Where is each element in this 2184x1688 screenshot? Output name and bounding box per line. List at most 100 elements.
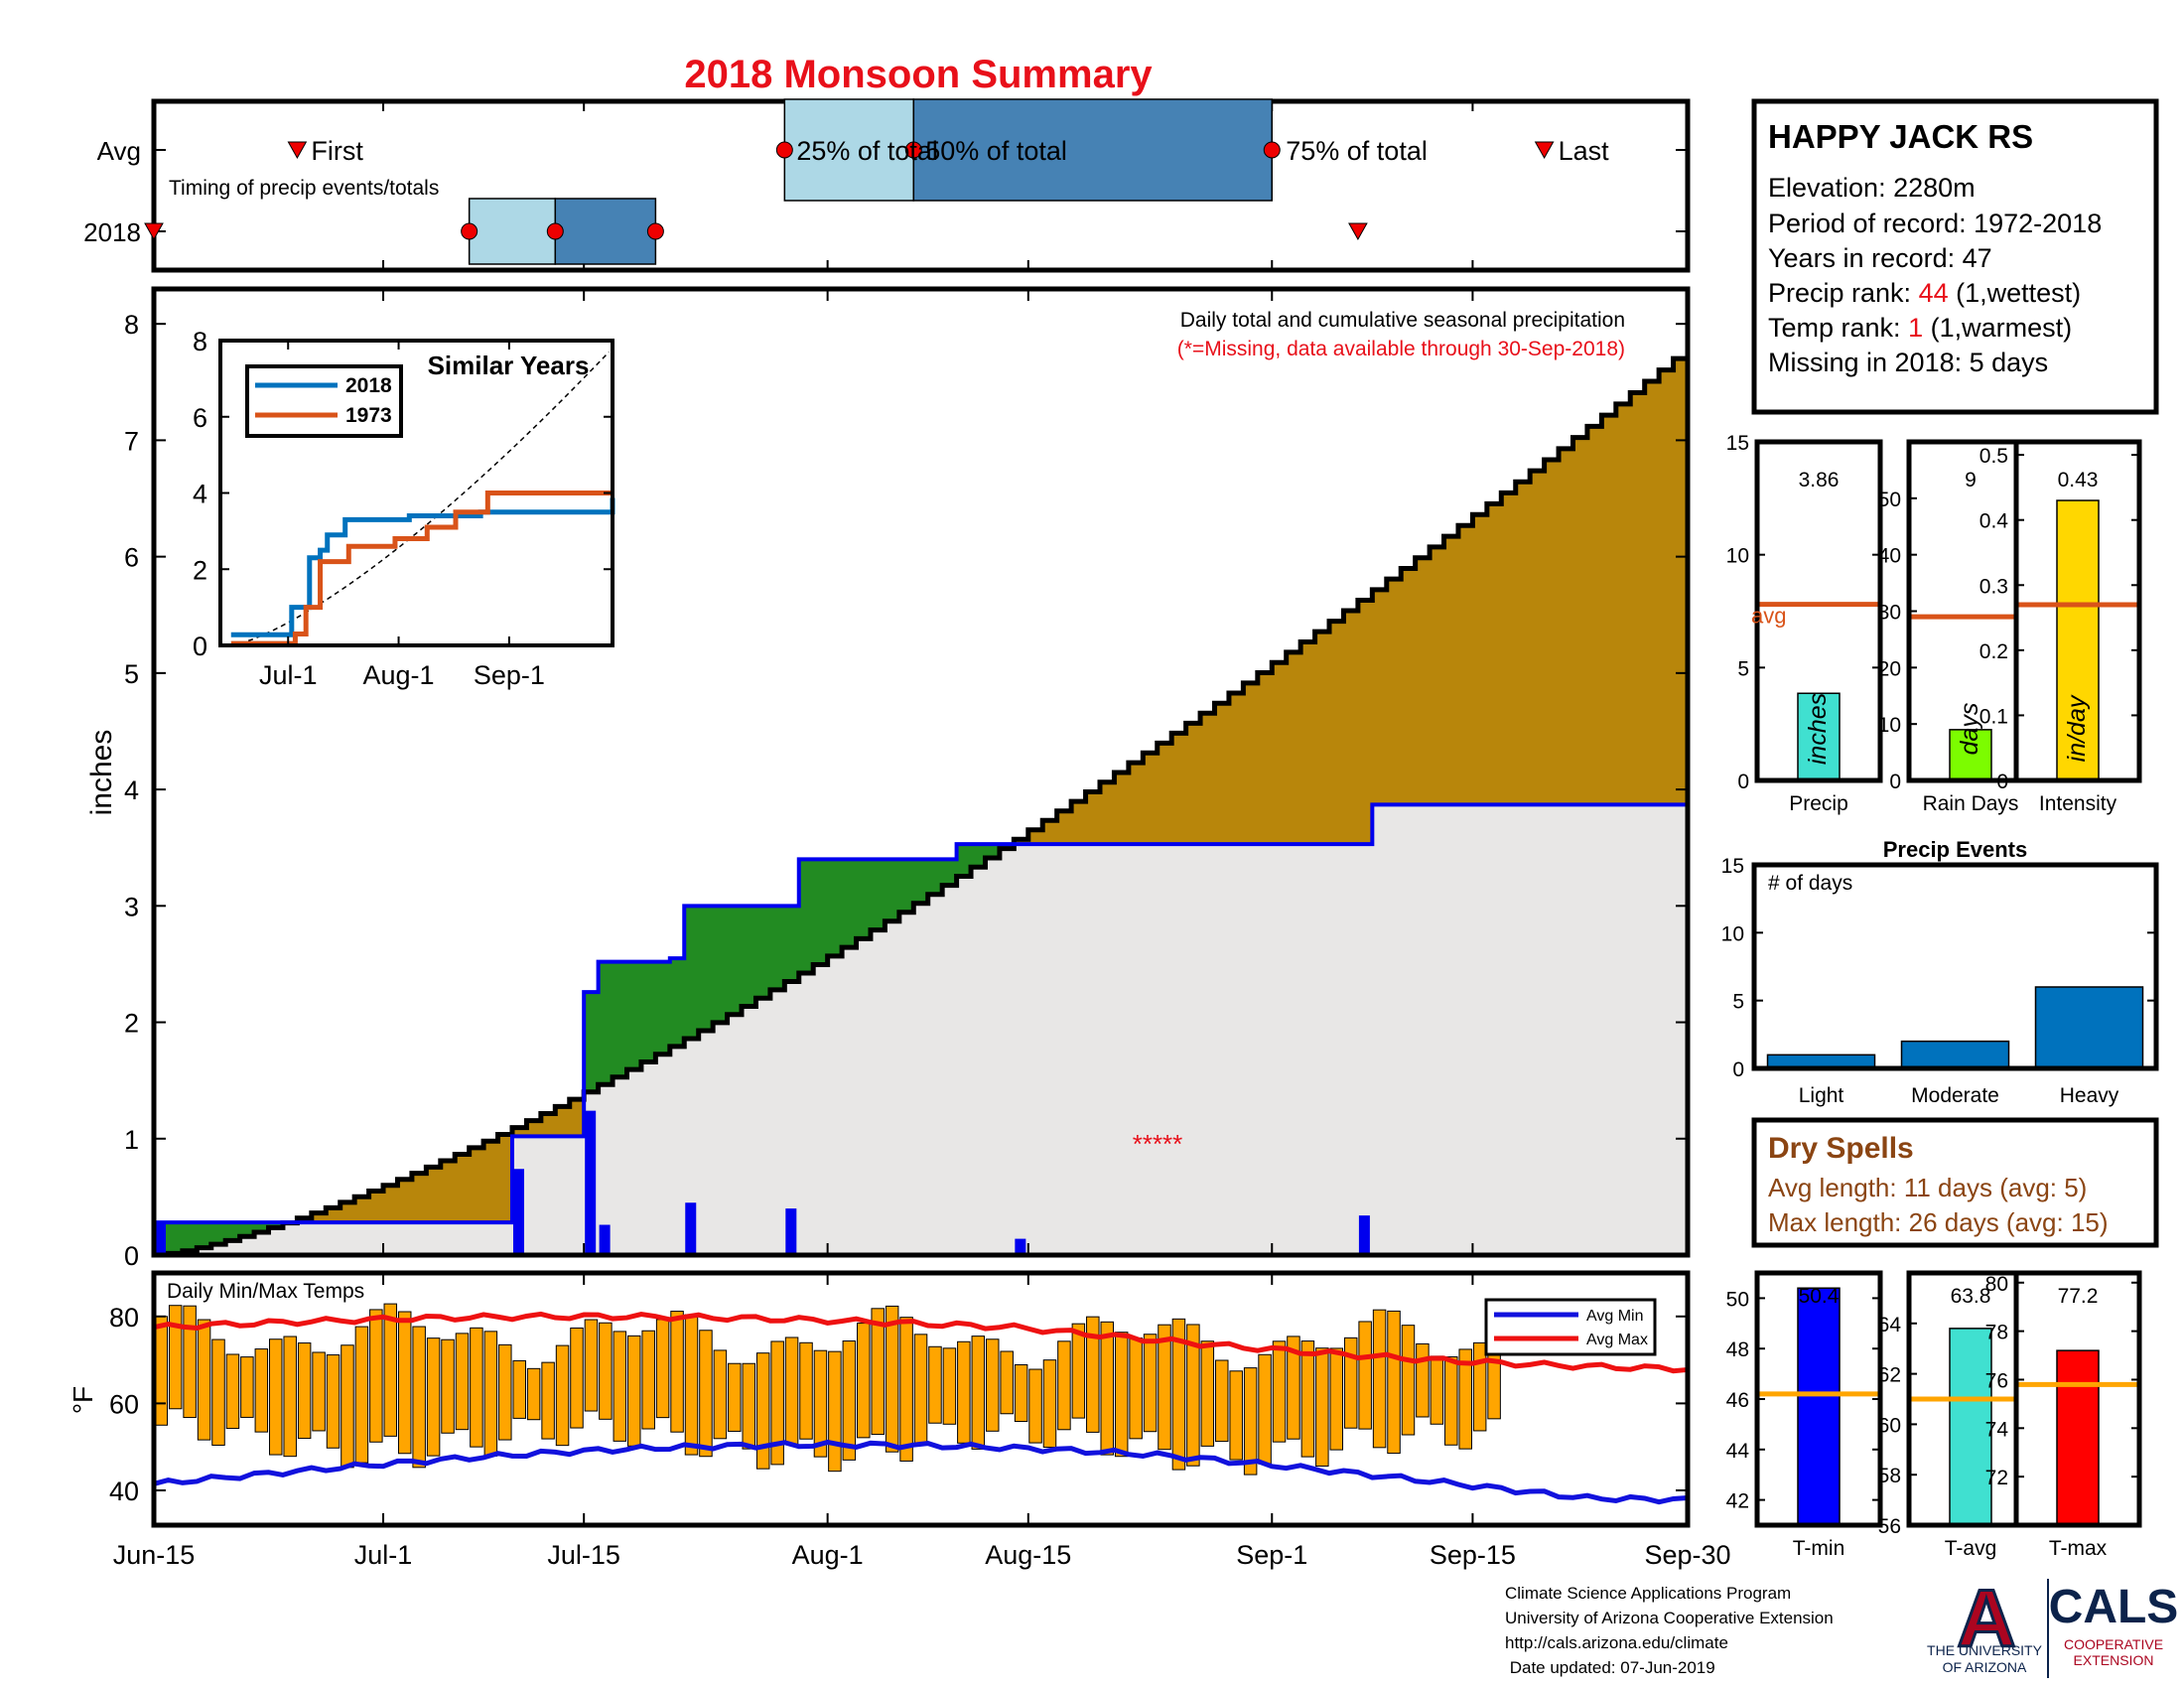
main-ytick-label: 6 xyxy=(124,543,139,573)
xtick-label: Aug-1 xyxy=(792,1540,864,1570)
precip-summary-panel-bg xyxy=(1909,442,2032,780)
daily-temp-bar xyxy=(426,1337,441,1457)
temp-summary-ytick-label: 60 xyxy=(1878,1414,1901,1437)
daily-temp-bar xyxy=(240,1356,254,1418)
precip-summary-ytick-label: 0 xyxy=(1737,771,1749,793)
temp-summary-category-label: T-min xyxy=(1793,1537,1845,1560)
xtick-label: Jun-15 xyxy=(113,1540,196,1570)
temp-axes xyxy=(151,1270,1691,1528)
daily-precip-bar xyxy=(599,1224,611,1255)
daily-temp-bar xyxy=(1215,1359,1229,1443)
station-precip-rank: Precip rank: 44 (1,wettest) xyxy=(1768,278,2081,308)
daily-temp-bar xyxy=(1372,1309,1387,1449)
precip-summary-ytick-label: 0.2 xyxy=(1979,640,2008,663)
events-ytick-label: 0 xyxy=(1732,1058,1744,1081)
temp-summary-ytick-label: 56 xyxy=(1878,1515,1901,1538)
daily-temp-bar xyxy=(755,1352,770,1470)
inset-ytick-label: 8 xyxy=(193,327,207,356)
temp-summary-value-label: 50.4 xyxy=(1799,1285,1840,1308)
daily-temp-bar xyxy=(183,1305,197,1419)
precip-summary-ytick-label: 5 xyxy=(1737,657,1749,680)
daily-temp-bar xyxy=(913,1334,928,1446)
precip-summary-bar xyxy=(1797,692,1841,781)
main-ytick-label: 2 xyxy=(124,1009,139,1039)
events-title: Precip Events xyxy=(1883,837,2028,862)
main-note: Daily total and cumulative seasonal prec… xyxy=(1180,309,1625,332)
temp-summary-value-label: 77.2 xyxy=(2058,1285,2099,1308)
main-ytick-label: 8 xyxy=(124,310,139,340)
daily-temp-bar xyxy=(526,1367,541,1421)
daily-temp-bar xyxy=(211,1338,225,1446)
temp-summary-ytick-label: 76 xyxy=(1985,1369,2008,1392)
main-ytick-label: 0 xyxy=(124,1241,139,1271)
daily-temp-bar xyxy=(1186,1324,1200,1467)
daily-temp-bar xyxy=(297,1342,312,1440)
precip-summary-ytick-label: 10 xyxy=(1878,714,1901,737)
daily-temp-bar xyxy=(1300,1340,1315,1458)
xtick-label: Aug-15 xyxy=(985,1540,1071,1570)
temp-summary-ytick-label: 44 xyxy=(1726,1440,1750,1463)
precip-summary-ytick-label: 40 xyxy=(1878,545,1901,568)
temp-summary-ytick-label: 50 xyxy=(1726,1288,1749,1311)
daily-temp-bar xyxy=(928,1345,942,1424)
events-category-label: Heavy xyxy=(2060,1084,2119,1107)
xtick-label: Sep-30 xyxy=(1644,1540,1730,1570)
daily-temp-bar xyxy=(312,1351,326,1432)
timing-percentile-marker xyxy=(461,222,478,240)
precip-summary-ytick-label: 10 xyxy=(1726,545,1749,568)
main-ytick-label: 3 xyxy=(124,892,139,921)
daily-temp-bar xyxy=(626,1335,641,1447)
daily-temp-bar xyxy=(1258,1353,1272,1465)
station-name: HAPPY JACK RS xyxy=(1768,118,2033,155)
daily-temp-bar xyxy=(584,1319,599,1412)
ua-logo-line-1: THE UNIVERSITY xyxy=(1927,1642,2043,1658)
daily-temp-bar xyxy=(770,1340,784,1466)
daily-temp-bar xyxy=(728,1362,742,1432)
daily-temp-bar xyxy=(813,1349,828,1458)
xtick-label: Sep-1 xyxy=(1236,1540,1307,1570)
inset-legend xyxy=(245,364,403,438)
temp-ytick-label: 40 xyxy=(109,1477,139,1506)
dry-spells-title: Dry Spells xyxy=(1768,1132,1914,1165)
inset-ytick-label: 6 xyxy=(193,403,207,433)
precip-summary-bars: 0 5 10 15 3.86 Precip inches avg 0 10 20 30 40 50 9 Rai… xyxy=(1726,432,2142,815)
legend-avg-max: Avg Max xyxy=(1586,1332,1648,1348)
precip-summary-value-label: 3.86 xyxy=(1799,469,1840,492)
timing-box-25-50 xyxy=(468,198,557,265)
daily-temp-bar xyxy=(1014,1364,1028,1423)
station-temp-rank: Temp rank: 1 (1,warmest) xyxy=(1768,313,2072,343)
daily-temp-bar xyxy=(942,1347,957,1425)
events-category-label: Moderate xyxy=(1911,1084,1999,1107)
daily-temp-bar xyxy=(341,1344,354,1469)
daily-temp-bar xyxy=(1472,1341,1487,1432)
daily-temp-bar xyxy=(1100,1321,1114,1456)
daily-temp-bar xyxy=(670,1311,684,1433)
daily-temp-bar xyxy=(455,1333,470,1431)
timing-box-25-50 xyxy=(783,98,915,202)
daily-temps-chart: 40 60 80 Jun-15 Jul-1 Jul-15 Aug-1 Aug-15 Sep-1 S… xyxy=(68,1270,1731,1570)
daily-temp-bar xyxy=(1171,1318,1186,1471)
daily-temp-bar xyxy=(1129,1336,1143,1440)
daily-temp-bar xyxy=(441,1338,455,1434)
main-precip-chart: 0 1 2 3 4 5 6 7 8 inches Daily total and cumulativ… xyxy=(85,286,1691,1271)
timing-panel: Avg 2018 Timing of precip events/totals Fir… xyxy=(83,98,1691,273)
precip-summary-panel-frame xyxy=(1754,439,1883,783)
temp-summary-ytick-label: 64 xyxy=(1878,1314,1902,1336)
temp-summary-ytick-label: 74 xyxy=(1985,1418,2009,1441)
timing-percentile-marker xyxy=(646,222,664,240)
daily-precip-bar xyxy=(512,1169,524,1255)
daily-temp-bar xyxy=(1287,1336,1300,1440)
xtick-label: Sep-15 xyxy=(1430,1540,1516,1570)
precip-summary-avg-label: avg xyxy=(1751,604,1786,629)
daily-temp-bar xyxy=(699,1330,713,1458)
precip-summary-category-label: Rain Days xyxy=(1923,792,2019,815)
main-ytick-label: 1 xyxy=(124,1125,139,1155)
daily-temp-bar xyxy=(899,1317,913,1462)
avg-max-line xyxy=(153,1311,1689,1374)
daily-temp-bar xyxy=(857,1323,871,1439)
timing-percentile-marker xyxy=(775,141,793,159)
xtick-label: Jul-15 xyxy=(547,1540,620,1570)
timing-label-avg: Avg xyxy=(97,136,141,166)
precip-summary-bar xyxy=(2056,499,2100,781)
